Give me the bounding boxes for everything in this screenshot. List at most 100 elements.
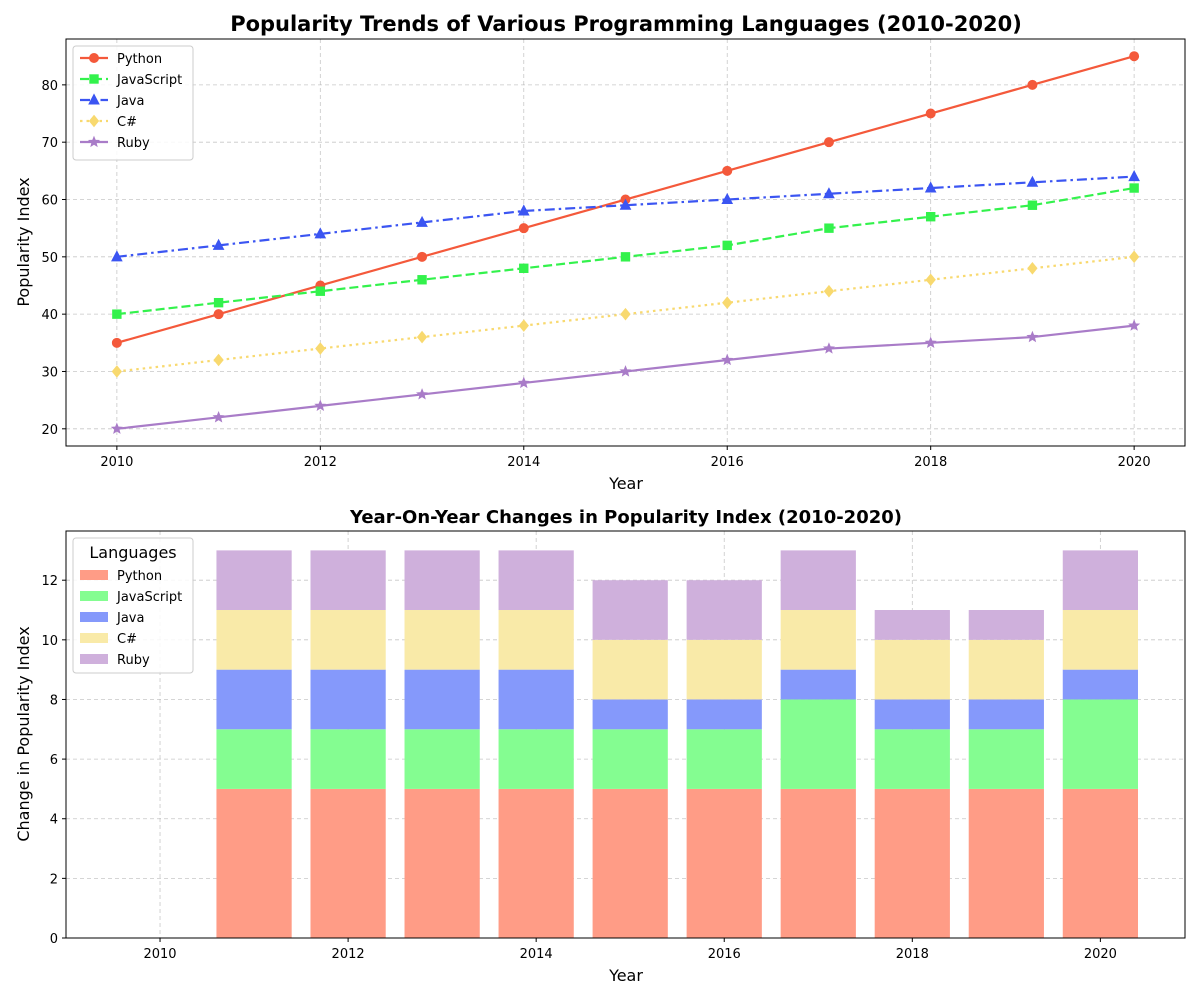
data-point — [111, 337, 122, 348]
series-c- — [111, 250, 1140, 378]
x-tick-label: 2010 — [143, 947, 176, 962]
legend-swatch — [80, 633, 108, 643]
bar-python — [216, 788, 292, 938]
data-point — [620, 252, 631, 262]
plot-area-frame — [65, 530, 1186, 939]
bar-javascript — [592, 729, 668, 789]
chart-title: Year-On-Year Changes in Popularity Index… — [349, 507, 902, 528]
bar-python — [968, 788, 1044, 938]
bar-java — [1062, 669, 1138, 700]
series-line — [116, 255, 1135, 373]
x-tick-label: 2018 — [914, 455, 947, 470]
y-tick-label: 6 — [50, 753, 58, 768]
grid — [66, 39, 1185, 446]
y-tick-label: 0 — [50, 932, 58, 947]
bar-ruby — [874, 610, 950, 640]
bar-java — [592, 699, 668, 730]
bar-python — [780, 788, 856, 938]
data-point — [1128, 170, 1140, 182]
y-tick-label: 4 — [50, 813, 58, 828]
bar-c- — [968, 639, 1044, 700]
legend-marker — [89, 74, 99, 84]
bar-java — [686, 699, 762, 730]
data-point — [518, 319, 529, 332]
data-point — [925, 108, 936, 119]
legend-label: Java — [116, 611, 144, 626]
data-point — [110, 422, 123, 434]
data-point — [314, 227, 327, 239]
x-tick-label: 2012 — [304, 455, 337, 470]
x-tick-label: 2018 — [896, 947, 929, 962]
legend-label: Ruby — [117, 653, 150, 668]
bar-java — [498, 669, 574, 730]
data-point — [1129, 51, 1140, 62]
data-point — [213, 297, 224, 308]
bar-c- — [498, 610, 574, 670]
series-line — [116, 324, 1135, 430]
data-point — [722, 240, 732, 251]
legend-swatch — [80, 612, 108, 622]
data-point — [823, 284, 835, 298]
data-point — [1026, 175, 1039, 187]
legend-title: Languages — [89, 543, 176, 562]
legend-marker — [88, 114, 100, 128]
bar-ruby — [968, 610, 1044, 640]
data-point — [824, 223, 834, 233]
y-tick-label: 20 — [41, 423, 58, 438]
data-point — [314, 399, 327, 412]
bar-ruby — [310, 550, 386, 611]
x-axis-label: Year — [608, 474, 643, 493]
legend-swatch — [80, 570, 108, 580]
data-point — [517, 376, 530, 389]
x-tick-label: 2010 — [100, 455, 133, 470]
x-tick-label: 2016 — [711, 455, 744, 470]
bar-c- — [780, 610, 856, 670]
bar-java — [310, 669, 386, 730]
bar-c- — [1062, 610, 1138, 670]
series-ruby — [110, 319, 1141, 434]
series-lines — [110, 51, 1141, 434]
bar-ruby — [780, 550, 856, 611]
data-point — [722, 165, 733, 176]
bar-python — [592, 788, 668, 938]
bars — [216, 550, 1138, 938]
y-tick-label: 80 — [41, 79, 58, 94]
data-point — [924, 181, 937, 193]
bar-c- — [592, 639, 668, 700]
bar-java — [216, 669, 292, 730]
bar-c- — [310, 610, 386, 670]
y-tick-label: 70 — [41, 136, 58, 151]
data-point — [111, 365, 123, 378]
bar-python — [874, 788, 950, 938]
bar-python — [1062, 788, 1138, 938]
legend-label: Java — [116, 94, 144, 109]
data-point — [213, 309, 224, 320]
bar-java — [968, 699, 1044, 730]
bar-python — [498, 788, 574, 938]
y-tick-label: 60 — [41, 194, 58, 209]
data-point — [213, 353, 224, 367]
x-tick-label: 2012 — [332, 947, 365, 962]
bar-javascript — [498, 729, 574, 789]
bar-javascript — [1062, 699, 1138, 789]
legend-marker — [88, 93, 100, 105]
bar-c- — [686, 639, 762, 700]
data-point — [721, 353, 734, 366]
plot-area-frame — [65, 38, 1186, 447]
stacked-bar-chart: Year-On-Year Changes in Popularity Index… — [14, 507, 1186, 985]
chart-title: Popularity Trends of Various Programming… — [230, 12, 1022, 36]
data-point — [620, 307, 631, 321]
data-point — [1026, 330, 1039, 343]
data-point — [417, 251, 428, 262]
data-point — [315, 342, 326, 355]
legend-marker — [89, 53, 99, 63]
bar-java — [874, 699, 950, 730]
data-point — [112, 309, 122, 319]
data-point — [111, 250, 123, 262]
legend-label: Python — [117, 52, 162, 67]
data-point — [518, 223, 529, 234]
bar-ruby — [592, 580, 668, 640]
data-point — [925, 212, 936, 222]
